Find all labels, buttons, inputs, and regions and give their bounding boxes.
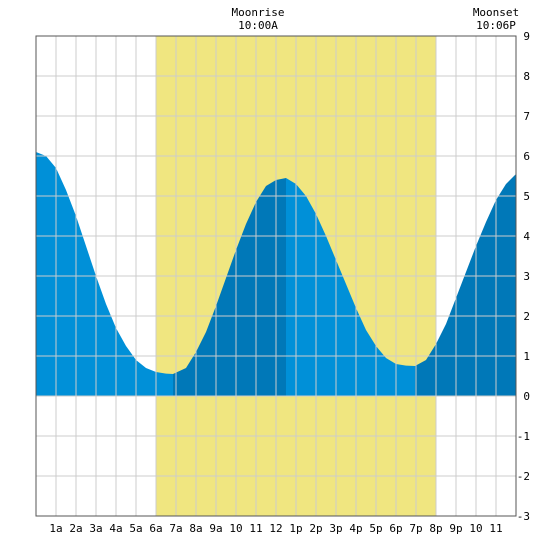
x-tick-label: 3a <box>89 522 102 535</box>
x-tick-label: 9a <box>209 522 222 535</box>
x-tick-label: 10 <box>469 522 482 535</box>
x-tick-label: 2a <box>69 522 82 535</box>
moonset-label: Moonset <box>473 6 519 19</box>
y-tick-label: -1 <box>517 430 530 443</box>
x-axis-labels: 1a 2a 3a 4a 5a 6a 7a 8a 9a 10 11 12 1p 2p 3p 4p 5p 6p 7p 8p… <box>49 522 502 535</box>
x-tick-label: 8a <box>189 522 202 535</box>
y-tick-label: 4 <box>523 230 530 243</box>
x-tick-label: 5p <box>369 522 382 535</box>
y-axis-labels: -3 -2 -1 0 1 2 3 4 5 6 7 8 9 <box>517 30 531 523</box>
x-tick-label: 5a <box>129 522 142 535</box>
x-tick-label: 7p <box>409 522 422 535</box>
y-tick-label: 1 <box>523 350 530 363</box>
x-tick-label: 4a <box>109 522 122 535</box>
x-tick-label: 1a <box>49 522 62 535</box>
y-tick-label: 5 <box>523 190 530 203</box>
grid-layer <box>36 36 516 516</box>
moonrise-label: Moonrise <box>232 6 285 19</box>
x-tick-label: 10 <box>229 522 242 535</box>
y-tick-label: 8 <box>523 70 530 83</box>
y-tick-label: 7 <box>523 110 530 123</box>
x-tick-label: 6a <box>149 522 162 535</box>
tide-falling-area <box>286 178 415 396</box>
x-tick-label: 9p <box>449 522 462 535</box>
x-tick-label: 11 <box>249 522 262 535</box>
tide-rising-area <box>415 174 516 396</box>
x-tick-label: 11 <box>489 522 502 535</box>
x-tick-label: 7a <box>169 522 182 535</box>
plot-border <box>35 35 517 517</box>
moonrise-time: 10:00A <box>238 19 278 32</box>
x-tick-label: 4p <box>349 522 362 535</box>
x-tick-label: 3p <box>329 522 342 535</box>
moonset-time: 10:06P <box>476 19 516 32</box>
y-tick-label: 2 <box>523 310 530 323</box>
tide-area-layer <box>36 152 516 396</box>
y-tick-label: 9 <box>523 30 530 43</box>
x-tick-label: 6p <box>389 522 402 535</box>
y-tick-label: -2 <box>517 470 530 483</box>
tide-rising-area <box>173 178 286 396</box>
x-tick-label: 2p <box>309 522 322 535</box>
x-tick-label: 12 <box>269 522 282 535</box>
y-tick-label: 0 <box>523 390 530 403</box>
y-tick-label: 6 <box>523 150 530 163</box>
x-tick-label: 8p <box>429 522 442 535</box>
tide-falling-area <box>36 152 173 396</box>
y-tick-label: 3 <box>523 270 530 283</box>
y-tick-label: -3 <box>517 510 530 523</box>
x-tick-label: 1p <box>289 522 302 535</box>
